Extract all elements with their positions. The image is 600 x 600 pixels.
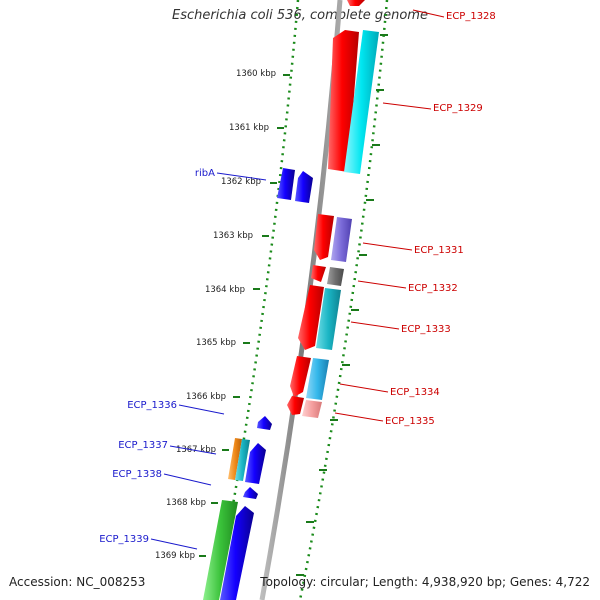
scale-label-1369: 1369 kbp: [155, 551, 195, 561]
reverse-strand-cog-bars: [302, 30, 379, 418]
scale-label-1365: 1365 kbp: [196, 338, 236, 348]
cog-bar-ecp-1332: [327, 267, 344, 286]
label-ecp-1329[interactable]: ECP_1329: [433, 103, 483, 114]
outer-ring-ticks: [199, 74, 290, 557]
scale-label-1367: 1367 kbp: [176, 445, 216, 455]
cog-bar-ecp-1335: [302, 400, 322, 418]
accession-value: NC_008253: [76, 575, 146, 589]
gene-ecp-1338[interactable]: [243, 487, 258, 499]
cog-bar-ecp-1333: [316, 288, 341, 350]
accession-label: Accession:: [9, 575, 73, 589]
label-riba[interactable]: ribA: [195, 168, 215, 179]
scale-label-1363: 1363 kbp: [213, 231, 253, 241]
inner-scale-ring: [298, 0, 389, 600]
gene-ecp-1336[interactable]: [257, 416, 272, 430]
gene-ecp-1339[interactable]: [220, 506, 254, 600]
label-ecp-1331[interactable]: ECP_1331: [414, 245, 464, 256]
outer-scale-ring: [214, 0, 300, 600]
scale-label-1360: 1360 kbp: [236, 69, 276, 79]
reverse-label-leaders: [334, 9, 445, 422]
gene-ecp-1329[interactable]: [328, 30, 359, 172]
cog-bar-ecp-1334: [306, 358, 329, 400]
gene-riba[interactable]: [295, 171, 313, 203]
scale-label-1368: 1368 kbp: [166, 498, 206, 508]
genes-label: Genes:: [509, 575, 552, 589]
gene-ecp-1328[interactable]: [347, 0, 365, 6]
topology-label: Topology:: [260, 575, 317, 589]
label-ecp-1332[interactable]: ECP_1332: [408, 283, 458, 294]
label-ecp-1328[interactable]: ECP_1328: [446, 11, 496, 22]
gene-riba-left[interactable]: [277, 168, 295, 200]
label-ecp-1333[interactable]: ECP_1333: [401, 324, 451, 335]
map-title: Escherichia coli 536, complete genome: [172, 8, 428, 23]
gene-ecp-1331[interactable]: [314, 214, 334, 260]
length-label: Length:: [372, 575, 419, 589]
gene-ecp-1334[interactable]: [290, 356, 311, 397]
inner-ring-ticks: [296, 34, 388, 576]
label-ecp-1339[interactable]: ECP_1339: [99, 534, 149, 545]
gene-ecp-1332[interactable]: [311, 265, 326, 282]
accession-info: Accession: NC_008253: [9, 575, 145, 589]
cog-bar-ecp-1337-cyan: [235, 439, 250, 481]
reverse-strand-genes: [287, 0, 365, 415]
forward-strand-genes: [220, 168, 313, 600]
scale-label-1361: 1361 kbp: [229, 123, 269, 133]
label-ecp-1337[interactable]: ECP_1337: [118, 440, 168, 451]
genome-summary: Topology: circular; Length: 4,938,920 bp…: [260, 575, 590, 589]
forward-strand-cog-bars: [203, 438, 250, 600]
scale-label-1362: 1362 kbp: [221, 177, 261, 187]
scale-label-1364: 1364 kbp: [205, 285, 245, 295]
label-ecp-1338[interactable]: ECP_1338: [112, 469, 162, 480]
cog-bar-ecp-1331: [331, 217, 352, 262]
cog-bar-ecp-1329: [344, 30, 379, 174]
scale-label-1366: 1366 kbp: [186, 392, 226, 402]
gene-ecp-1333[interactable]: [298, 285, 324, 350]
cog-bar-ecp-1337-orange: [228, 438, 242, 480]
label-ecp-1336[interactable]: ECP_1336: [127, 400, 177, 411]
label-ecp-1335[interactable]: ECP_1335: [385, 416, 435, 427]
gene-ecp-1337[interactable]: [245, 443, 266, 484]
label-ecp-1334[interactable]: ECP_1334: [390, 387, 440, 398]
topology-value: circular: [320, 575, 365, 589]
cog-bar-ecp-1339: [203, 500, 238, 600]
gene-ecp-1335[interactable]: [287, 396, 304, 415]
forward-label-leaders: [150, 172, 267, 550]
genes-value: 4,722: [555, 575, 590, 589]
length-value: 4,938,920 bp: [421, 575, 502, 589]
